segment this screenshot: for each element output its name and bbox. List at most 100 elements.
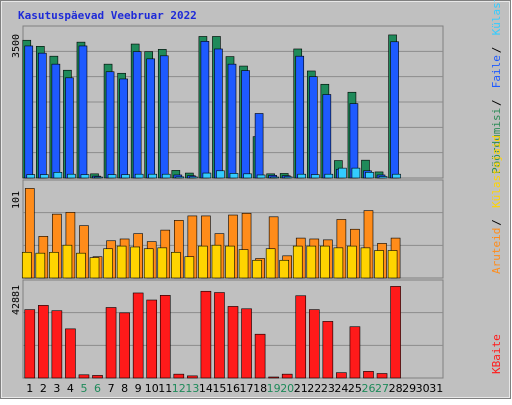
bar (198, 245, 208, 279)
bar (360, 247, 371, 279)
bar (283, 176, 293, 179)
bar (390, 41, 399, 179)
x-tick-label: 24 (334, 382, 348, 395)
x-tick-label: 8 (121, 382, 128, 395)
bar (24, 309, 36, 379)
bar (78, 45, 88, 179)
x-tick-label: 29 (402, 382, 416, 395)
x-tick-label: 9 (135, 382, 142, 395)
x-tick-label: 23 (321, 382, 335, 395)
bar (297, 173, 307, 179)
bar (349, 326, 361, 379)
bar (390, 286, 401, 379)
bar (107, 174, 117, 179)
x-tick-label: 4 (67, 382, 74, 395)
bar (347, 245, 357, 279)
bar (53, 172, 63, 179)
x-tick-label: 6 (94, 382, 101, 395)
legend-separator: / (490, 47, 503, 54)
bar (265, 248, 276, 279)
bar (184, 256, 195, 279)
bar (256, 174, 266, 179)
bar (254, 333, 266, 379)
bar (295, 295, 307, 379)
bar (252, 259, 262, 279)
bar (216, 170, 225, 179)
panel-middle-ymax-label: 101 (11, 191, 22, 209)
legend-item: Pöördumisi (490, 108, 503, 174)
bar (38, 52, 47, 179)
bar (38, 305, 49, 379)
bar (116, 245, 127, 279)
bar (392, 173, 401, 179)
bar (268, 376, 279, 379)
x-tick-label: 12 (172, 382, 186, 395)
x-tick-label: 13 (185, 382, 199, 395)
x-tick-label: 25 (348, 382, 362, 395)
bar (281, 373, 293, 379)
x-tick-label: 2 (40, 382, 47, 395)
bar (67, 173, 76, 179)
bar (134, 173, 144, 179)
bar (148, 173, 158, 179)
legend-item: Faile (490, 55, 503, 88)
bar (21, 251, 32, 279)
bar (173, 373, 185, 379)
bar (65, 77, 74, 179)
bar (200, 41, 210, 179)
bar (157, 247, 168, 279)
series-bottom-1 (24, 286, 401, 379)
x-tick-label: 26 (361, 382, 375, 395)
x-tick-label: 15 (212, 382, 226, 395)
bar (121, 174, 130, 179)
bar (365, 172, 374, 179)
bar (333, 247, 344, 279)
bar (227, 63, 237, 179)
bar (308, 76, 318, 179)
bar (146, 299, 158, 379)
x-tick-label: 5 (80, 382, 87, 395)
x-axis: 1 2 3 4 5 6 7 8 9 10 11 12 13 14 15 16 17 18 19 20 21 22 23 24 2… (26, 382, 443, 395)
bar (200, 290, 212, 379)
bar (40, 174, 49, 179)
bar (241, 70, 250, 179)
series-top-2 (24, 41, 399, 179)
bar (143, 248, 154, 279)
x-tick-label: 22 (307, 382, 321, 395)
bar (320, 245, 330, 279)
x-tick-label: 10 (145, 382, 159, 395)
bar (338, 167, 347, 179)
bar (187, 375, 198, 379)
series-top-3 (26, 167, 401, 179)
bar (306, 245, 317, 279)
bar (35, 252, 46, 279)
x-tick-label: 19 (267, 382, 281, 395)
bar (214, 48, 223, 179)
bar (254, 113, 264, 179)
bar (292, 245, 303, 279)
bar (132, 51, 142, 179)
legend-item: Külastajaid (490, 0, 503, 35)
bar (322, 321, 334, 379)
x-tick-label: 27 (375, 382, 389, 395)
panel-top-ymax-label: 3500 (11, 34, 22, 58)
bar (119, 312, 130, 379)
bar (175, 176, 185, 179)
bar (76, 252, 86, 279)
x-tick-label: 17 (240, 382, 254, 395)
bar (159, 295, 171, 379)
x-tick-label: 3 (53, 382, 60, 395)
chart-frame-highlight (1, 1, 510, 398)
chart-title: Kasutuspäevad Veebruar 2022 (18, 9, 197, 22)
bar (378, 176, 388, 179)
panel-bottom-ymax-label: 42881 (11, 285, 22, 315)
x-tick-label: 14 (199, 382, 213, 395)
legend-item: Aruteid (490, 228, 503, 274)
bar (308, 309, 320, 379)
bar (146, 58, 156, 179)
bar (322, 94, 332, 179)
bar (159, 55, 169, 179)
legend-separator: / (490, 219, 503, 226)
bar (387, 250, 398, 279)
